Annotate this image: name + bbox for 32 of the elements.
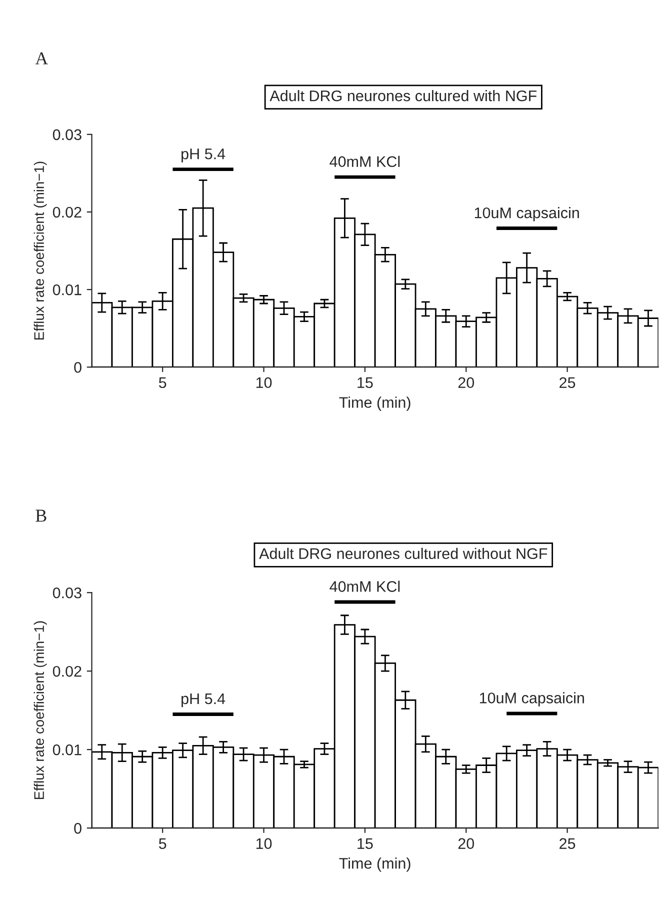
x-axis-title: Time (min) — [339, 858, 410, 872]
series-label: 40mM KCl — [330, 580, 400, 592]
text: A — [35, 52, 48, 64]
y-tick-label: 0.01 — [52, 284, 82, 296]
y-tick-label: 0.03 — [52, 129, 82, 140]
series-label: pH 5.4 — [182, 148, 226, 162]
series-label: 10uM capsaicin — [474, 207, 579, 222]
x-tick-label: 10 — [256, 377, 272, 388]
x-tick-label: 25 — [560, 838, 576, 849]
y-tick-label: 0.03 — [52, 587, 82, 598]
x-tick-label: 10 — [256, 838, 272, 849]
series-label: pH 5.4 — [182, 694, 226, 708]
chart-title: Adult DRG neurones cultured with NGF — [270, 90, 537, 102]
text: B — [36, 510, 46, 522]
x-tick-label: 25 — [560, 377, 576, 388]
y-tick-label: 0 — [74, 362, 82, 373]
y-axis-title: Efflux rate coefficient (min−1) — [34, 621, 47, 800]
series-label: 10uM capsaicin — [480, 692, 584, 706]
x-tick-label: 20 — [458, 838, 474, 849]
x-tick-label: 20 — [458, 377, 474, 388]
chart-title: Adult DRG neurones cultured without NGF — [259, 548, 548, 560]
x-tick-label: 15 — [358, 377, 373, 388]
y-tick-label: 0 — [74, 822, 82, 834]
y-tick-label: 0.02 — [52, 206, 82, 218]
x-axis-title: Time (min) — [339, 396, 410, 411]
x-tick-label: 5 — [158, 377, 166, 388]
series-label: 40mM KCl — [330, 156, 400, 168]
x-tick-label: 5 — [158, 838, 166, 849]
y-tick-label: 0.01 — [52, 744, 82, 756]
y-axis-title: Efflux rate coefficient (min−1) — [34, 162, 47, 340]
x-tick-label: 15 — [358, 838, 373, 849]
y-tick-label: 0.02 — [52, 666, 82, 677]
